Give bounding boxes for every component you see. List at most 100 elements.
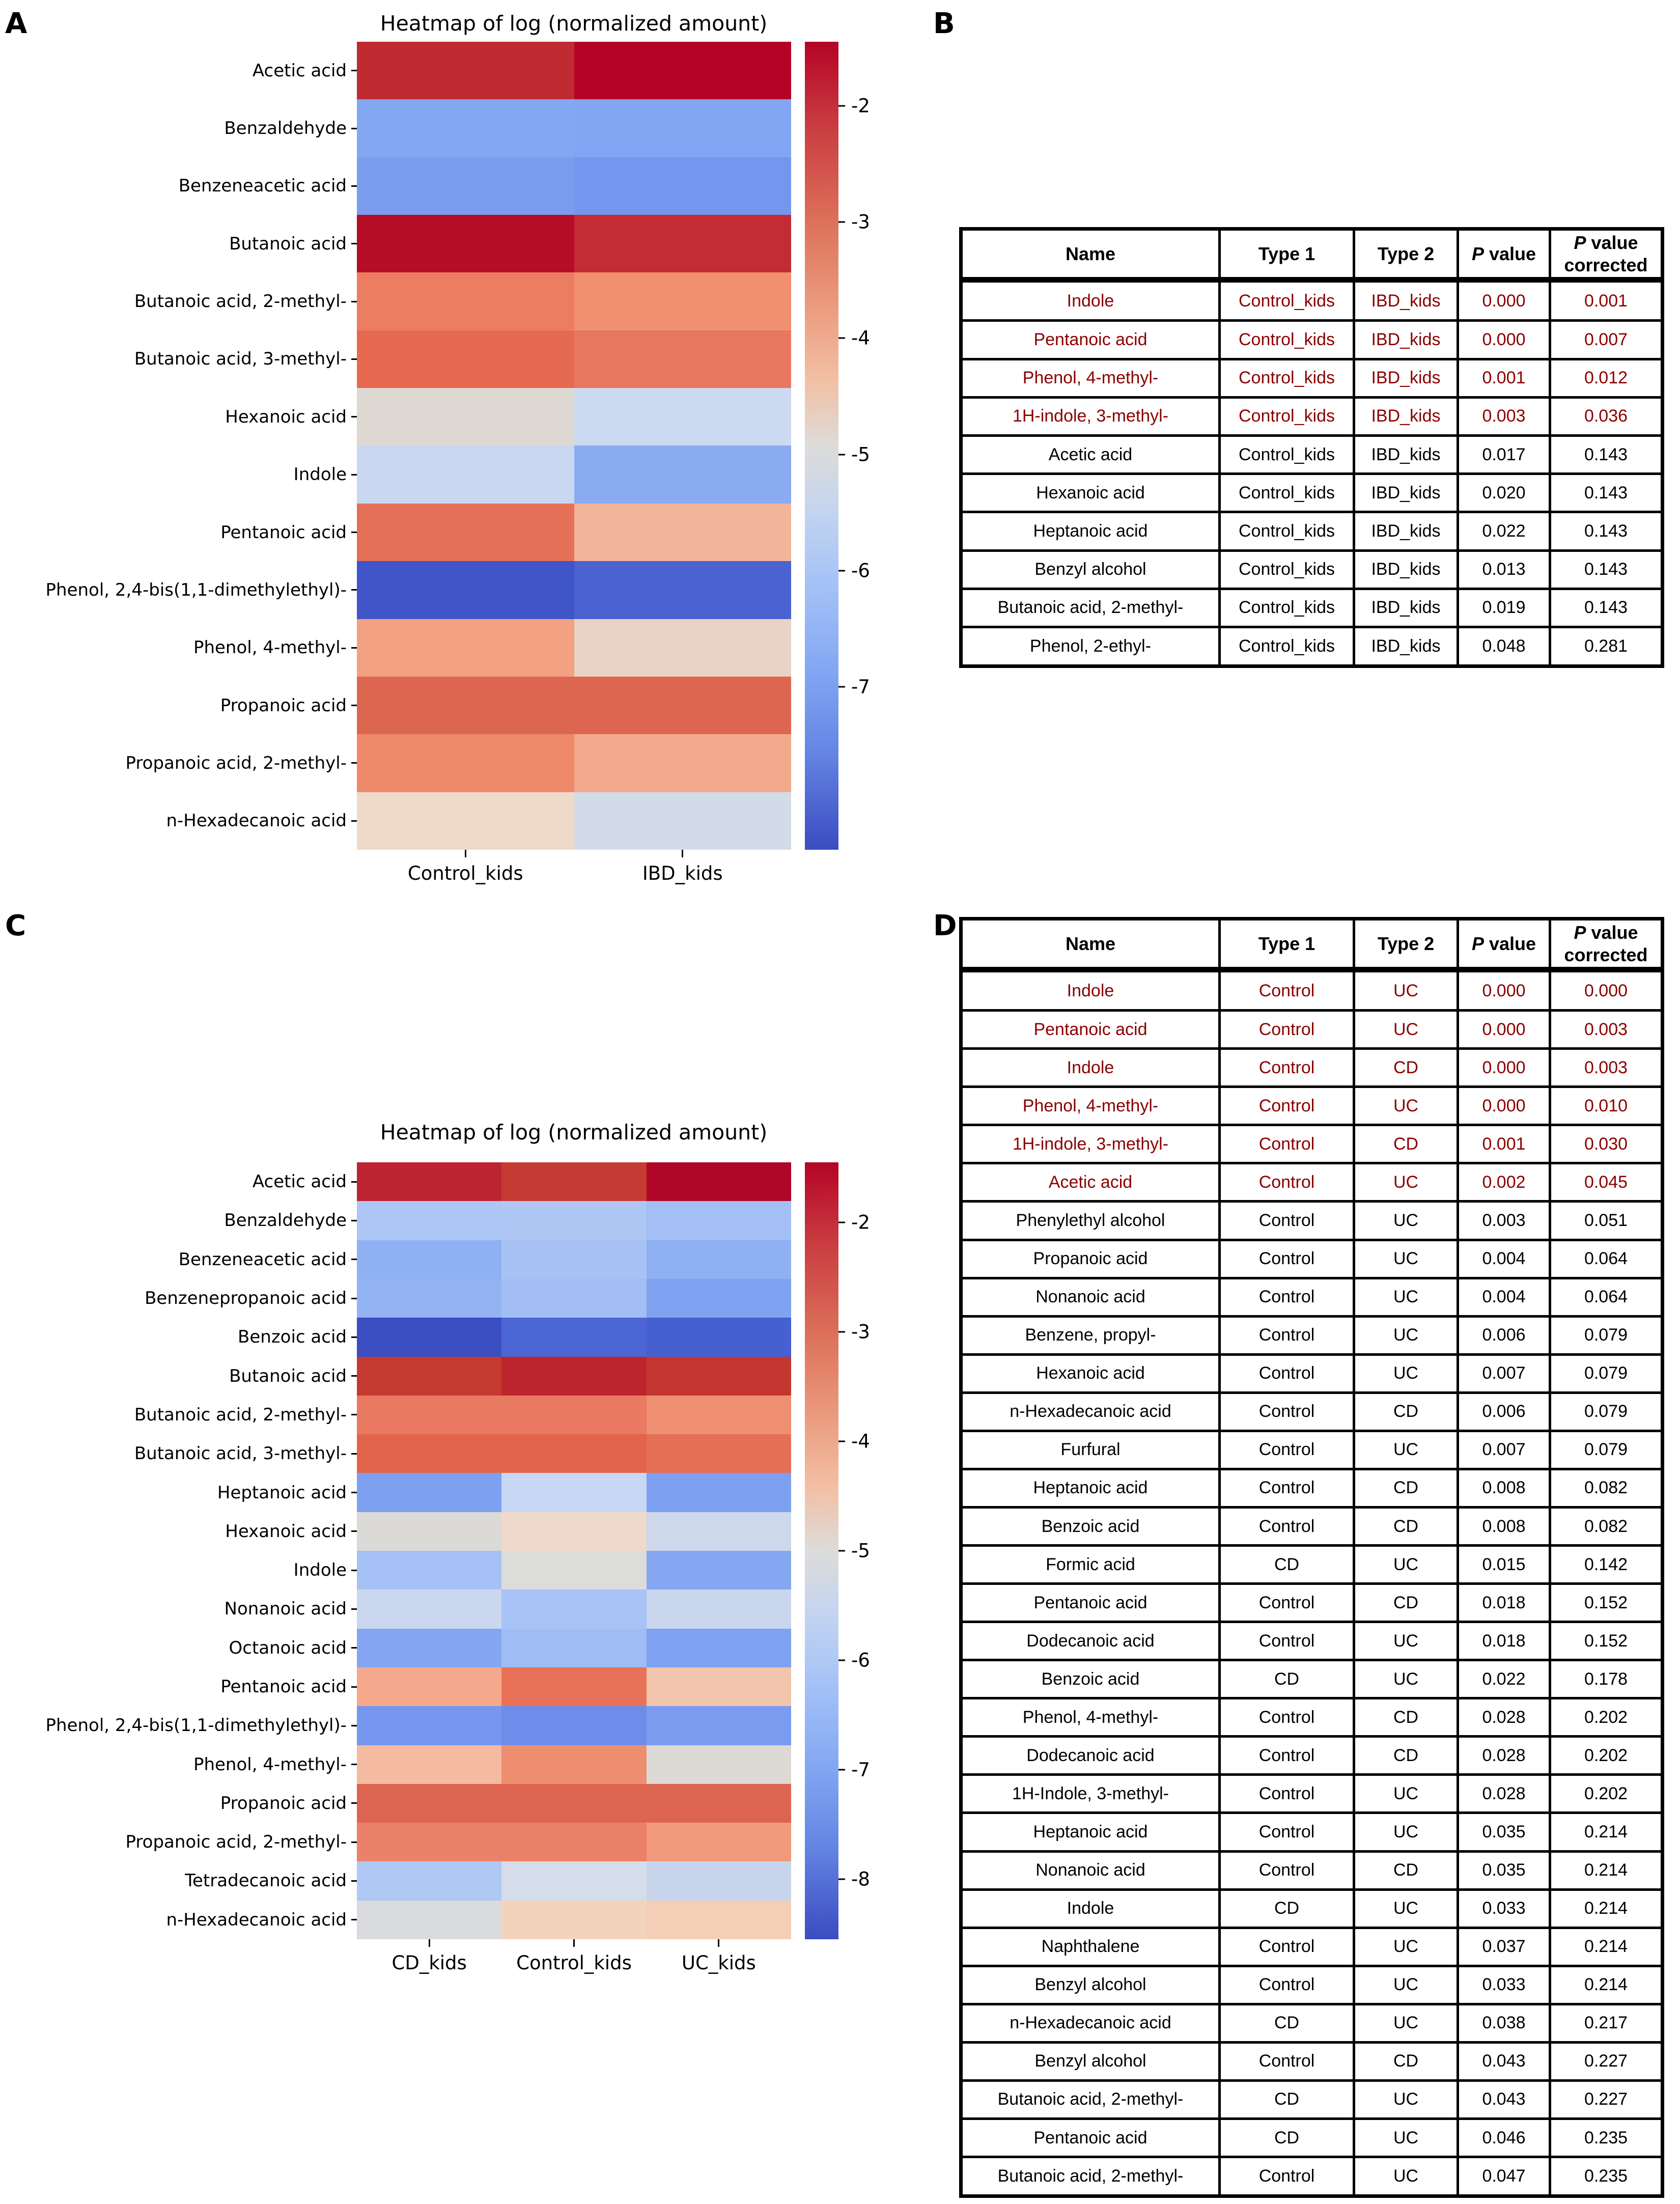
table-cell: 0.079	[1549, 1429, 1664, 1470]
table-cell: CD	[1353, 1735, 1459, 1776]
row-tick-mark	[351, 647, 357, 649]
table-cell: Nonanoic acid	[960, 1850, 1221, 1891]
row-tick-mark	[351, 1375, 357, 1377]
row-tick-mark	[351, 1219, 357, 1221]
heatmap-cell	[646, 1628, 791, 1667]
table-cell: Control_kids	[1218, 434, 1355, 476]
table-header-cell: P value	[1457, 228, 1551, 283]
row-tick-mark	[351, 1569, 357, 1571]
panel-d-label: D	[933, 909, 957, 942]
table-row: Nonanoic acid Control CD 0.035 0.214	[960, 1850, 1664, 1891]
table-row: Butanoic acid, 2-methyl- Control_kids IBD_…	[960, 587, 1664, 628]
table-row: Pentanoic acid Control UC 0.000 0.003	[960, 1009, 1664, 1050]
table-cell: Benzene, propyl-	[960, 1315, 1221, 1356]
heatmap-cell	[501, 1783, 647, 1823]
table-cell: 0.079	[1549, 1315, 1664, 1356]
table-row: Butanoic acid, 2-methyl- Control UC 0.047 0.…	[960, 2156, 1664, 2197]
table-cell: 0.178	[1549, 1659, 1664, 1700]
table-cell: UC	[1353, 1009, 1459, 1050]
colorbar-tick: -4	[838, 1431, 870, 1453]
heatmap-row-label: Benzoic acid	[0, 1318, 357, 1356]
table-cell: CD	[1218, 2117, 1355, 2159]
table-cell: 0.020	[1457, 472, 1551, 514]
table-cell: Control_kids	[1218, 472, 1355, 514]
heatmap-cell	[646, 1745, 791, 1784]
table-row: Heptanoic acid Control_kids IBD_kids 0.022 0…	[960, 511, 1664, 552]
row-tick-mark	[351, 1686, 357, 1688]
table-cell: 0.202	[1549, 1697, 1664, 1738]
heatmap-row-label: Phenol, 4-methyl-	[0, 1745, 357, 1783]
heatmap-row-label: Benzeneacetic acid	[0, 1240, 357, 1279]
heatmap-cell	[574, 676, 791, 735]
heatmap-cell	[646, 1823, 791, 1862]
heatmap-cell	[646, 1240, 791, 1279]
table-row: Heptanoic acid Control UC 0.035 0.214	[960, 1811, 1664, 1853]
table-cell: 0.015	[1457, 1544, 1551, 1585]
row-tick-mark	[351, 589, 357, 591]
row-label-text: Benzoic acid	[238, 1327, 347, 1348]
table-row: Benzyl alcohol Control_kids IBD_kids 0.013 0…	[960, 549, 1664, 590]
heatmap-cell	[357, 1551, 502, 1590]
row-tick-mark	[351, 820, 357, 822]
table-cell: UC	[1353, 1659, 1459, 1700]
colorbar-tick: -6	[838, 560, 870, 581]
table-cell: CD	[1353, 1850, 1459, 1891]
table-header-cell: P value	[1457, 917, 1551, 972]
table-cell: Control_kids	[1218, 511, 1355, 552]
row-label-text: Phenol, 4-methyl-	[193, 637, 347, 658]
heatmap-cell	[357, 42, 574, 100]
table-cell: IBD_kids	[1353, 625, 1459, 668]
table-cell: Naphthalene	[960, 1926, 1221, 1967]
table-cell: Control	[1218, 1505, 1355, 1547]
row-label-text: Octanoic acid	[229, 1637, 347, 1658]
colorbar-tick: -7	[838, 676, 870, 698]
col-tick-mark	[464, 850, 466, 857]
table-cell: Furfural	[960, 1429, 1221, 1470]
row-label-text: Benzaldehyde	[224, 1210, 347, 1231]
table-cell: IBD_kids	[1353, 357, 1459, 399]
table-cell: UC	[1353, 2117, 1459, 2159]
table-cell: CD	[1218, 1659, 1355, 1700]
heatmap-cell	[357, 1356, 502, 1396]
row-label-text: Phenol, 4-methyl-	[193, 1754, 347, 1775]
heatmap-cell	[646, 1512, 791, 1551]
table-cell: Butanoic acid, 2-methyl-	[960, 2156, 1221, 2197]
table-cell: UC	[1353, 1621, 1459, 1662]
table-cell: 0.217	[1549, 2002, 1664, 2044]
table-cell: UC	[1353, 1926, 1459, 1967]
heatmap-cell	[501, 1900, 647, 1939]
heatmap-cell	[357, 1823, 502, 1862]
table-row: Phenol, 2-ethyl- Control_kids IBD_kids 0.04…	[960, 625, 1664, 668]
row-label-text: Butanoic acid, 2-methyl-	[134, 291, 347, 312]
table-cell: 0.008	[1457, 1505, 1551, 1547]
table-cell: UC	[1353, 2079, 1459, 2120]
table-header-cell: Type 2	[1353, 228, 1459, 283]
table-cell: Control	[1218, 1315, 1355, 1356]
table-cell: 0.017	[1457, 434, 1551, 476]
heatmap-cell	[574, 619, 791, 677]
col-tick	[357, 850, 574, 858]
row-label-text: Butanoic acid	[229, 233, 347, 254]
table-cell: 0.000	[1457, 1009, 1551, 1050]
table-cell: Control	[1218, 968, 1355, 1012]
colorbar-tick: -6	[838, 1649, 870, 1671]
row-label-text: Benzaldehyde	[224, 118, 347, 139]
row-tick-mark	[351, 358, 357, 360]
table-row: Indole Control UC 0.000 0.000	[960, 968, 1664, 1012]
table-cell: Pentanoic acid	[960, 319, 1221, 360]
table-cell: 0.214	[1549, 1964, 1664, 2005]
table-cell: Control	[1218, 2041, 1355, 2082]
heatmap-cell	[357, 1589, 502, 1629]
colorbar-tick: -5	[838, 1540, 870, 1562]
panel-c-label: C	[5, 909, 26, 942]
table-cell: Heptanoic acid	[960, 511, 1221, 552]
heatmap-row-label: Octanoic acid	[0, 1629, 357, 1667]
heatmap-row-label: Benzaldehyde	[0, 1201, 357, 1240]
heatmap-row-label: Nonanoic acid	[0, 1589, 357, 1628]
table-cell: Dodecanoic acid	[960, 1621, 1221, 1662]
table-cell: CD	[1353, 1697, 1459, 1738]
table-row: 1H-Indole, 3-methyl- Control UC 0.028 0.202	[960, 1773, 1664, 1815]
table-cell: 0.227	[1549, 2079, 1664, 2120]
heatmap-cell	[501, 1395, 647, 1435]
